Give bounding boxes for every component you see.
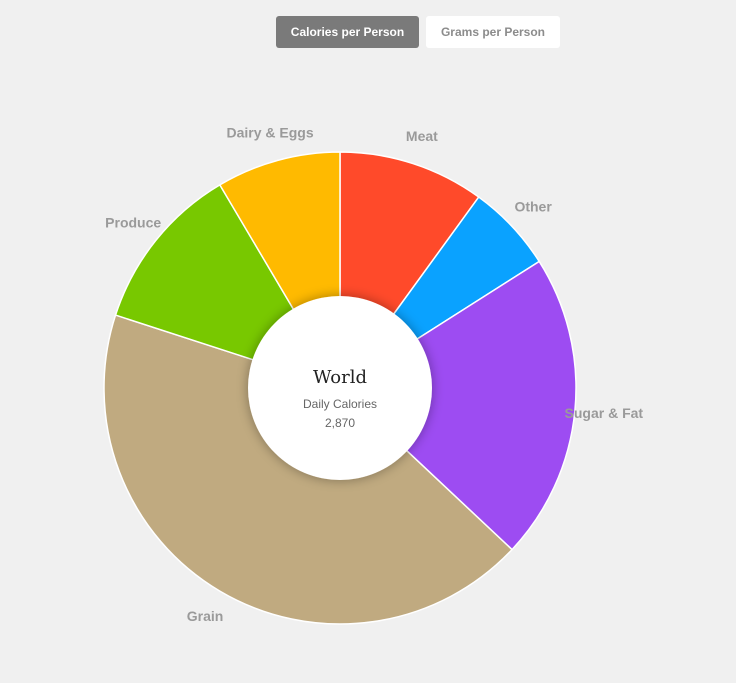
slice-meat-label: Meat bbox=[406, 128, 438, 144]
center-subtitle: Daily Calories bbox=[303, 397, 377, 411]
slice-dairy-eggs-label: Dairy & Eggs bbox=[226, 124, 313, 140]
slice-grain-label: Grain bbox=[187, 608, 224, 624]
grams-per-person-button[interactable]: Grams per Person bbox=[426, 16, 560, 48]
labels-group: Meat Other Sugar & Fat Grain Produce Dairy & … bbox=[105, 124, 643, 624]
slice-sugar-fat-label: Sugar & Fat bbox=[565, 405, 644, 421]
calories-per-person-button[interactable]: Calories per Person bbox=[276, 16, 419, 48]
metric-toggle: Calories per Person Grams per Person bbox=[276, 16, 560, 48]
center-value: 2,870 bbox=[325, 416, 355, 430]
slice-other-label: Other bbox=[514, 199, 552, 215]
slice-produce-label: Produce bbox=[105, 214, 161, 230]
donut-center bbox=[248, 296, 432, 480]
center-title: World bbox=[313, 367, 367, 388]
